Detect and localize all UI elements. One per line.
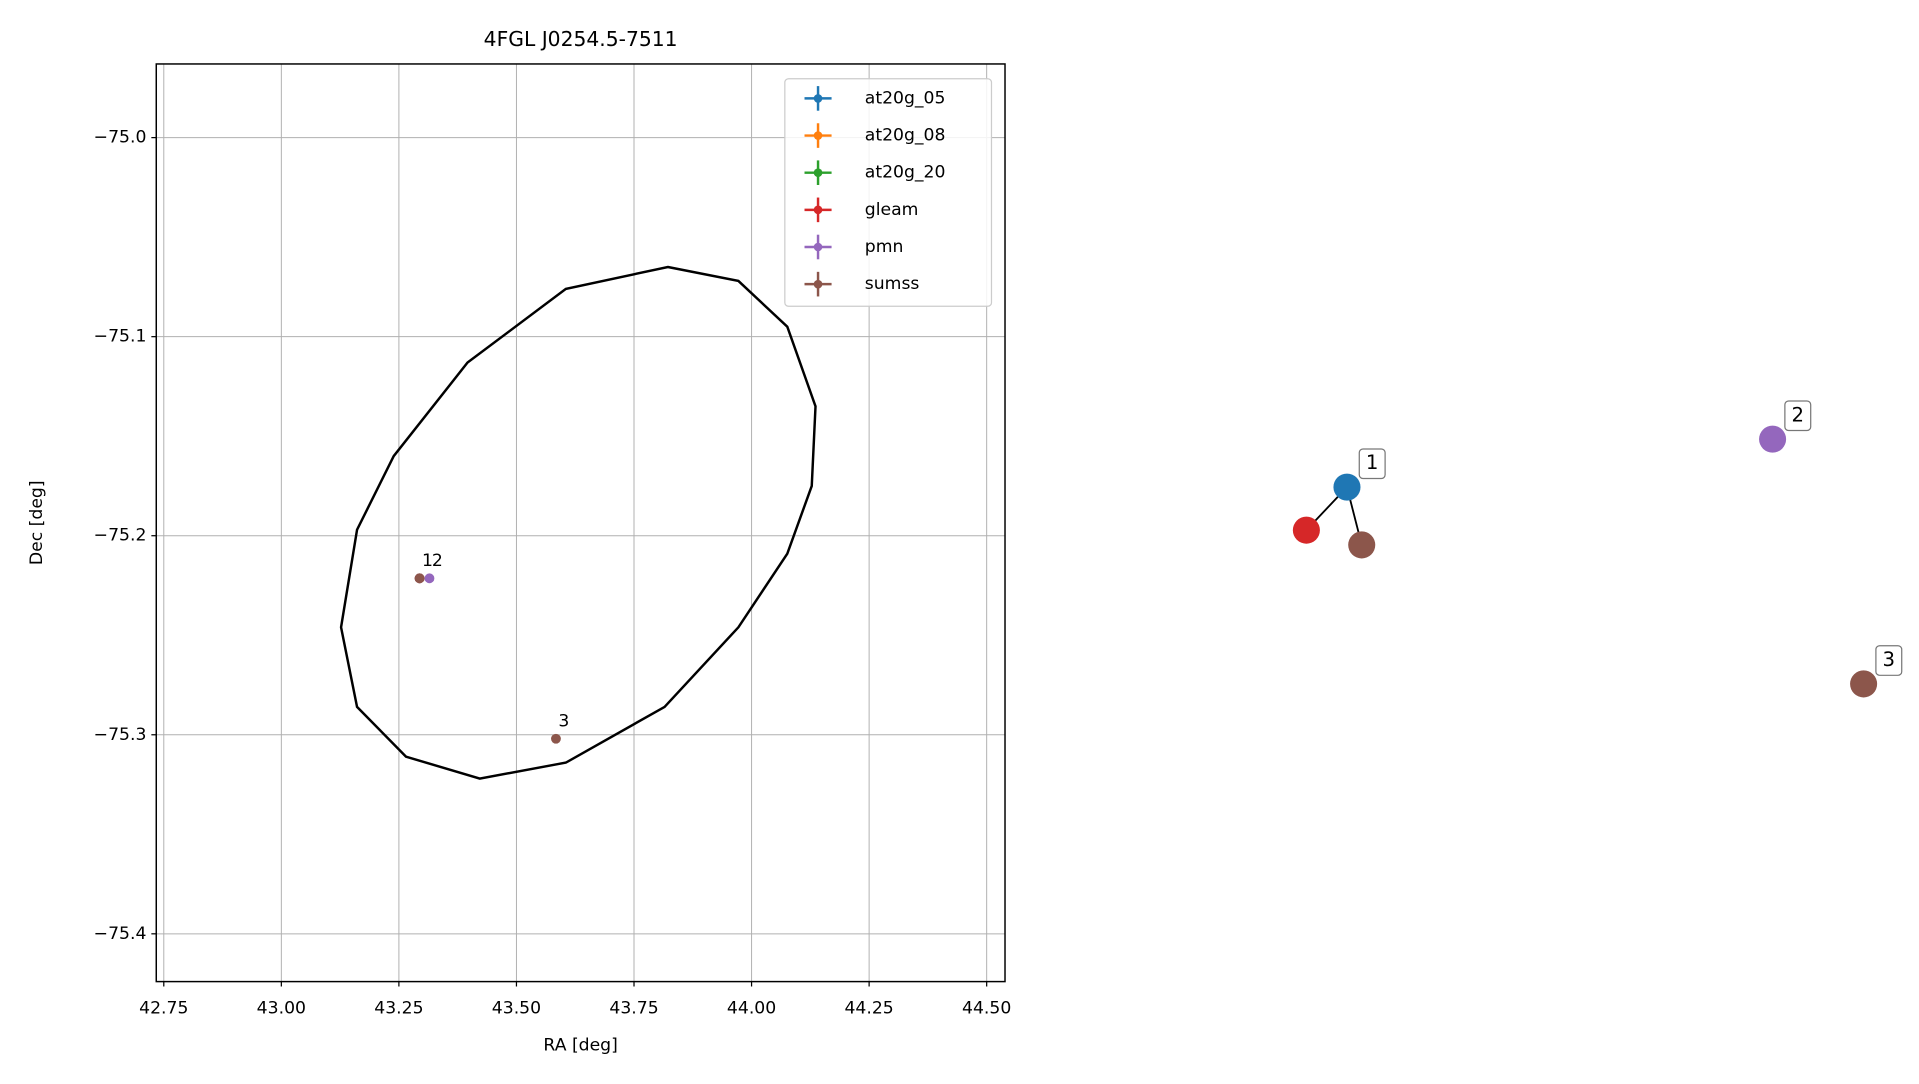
x-tick-label: 44.50	[962, 999, 1011, 1019]
point-label: 1	[422, 551, 433, 571]
y-tick-label: −75.1	[94, 327, 147, 347]
source-point	[424, 573, 435, 584]
y-tick-label: −75.2	[94, 526, 147, 546]
legend-marker	[813, 242, 823, 252]
x-tick-label: 43.00	[257, 999, 306, 1019]
legend-label: sumss	[865, 274, 920, 294]
y-tick-label: −75.0	[94, 128, 147, 148]
x-tick-label: 43.25	[374, 999, 423, 1019]
legend-label: at20g_20	[865, 163, 946, 183]
legend-marker	[813, 131, 823, 140]
legend-label: at20g_05	[865, 88, 946, 108]
legend-label: gleam	[865, 200, 919, 220]
node-label: 2	[1792, 403, 1805, 426]
source-point	[551, 733, 561, 744]
legend-label: pmn	[865, 237, 904, 257]
node	[1333, 473, 1361, 501]
legend-marker	[813, 279, 823, 289]
node	[1348, 531, 1376, 559]
x-tick-label: 44.00	[727, 999, 776, 1019]
x-tick-label: 43.75	[609, 999, 658, 1019]
node	[1759, 425, 1787, 453]
x-axis-label: RA [deg]	[543, 1036, 617, 1056]
y-tick-label: −75.4	[94, 924, 147, 944]
node-label-box	[1358, 448, 1386, 480]
legend-label: at20g_08	[865, 126, 946, 146]
x-tick-label: 44.25	[844, 999, 893, 1019]
legend-marker	[813, 205, 823, 215]
node	[1292, 516, 1320, 544]
node-label-box	[1875, 645, 1903, 676]
y-axis-label: Dec [deg]	[27, 480, 47, 565]
legend-marker	[813, 168, 823, 178]
node-label-box	[1784, 400, 1812, 432]
x-tick-label: 43.50	[492, 999, 541, 1019]
legend-marker	[813, 94, 823, 103]
node	[1850, 670, 1878, 698]
chart-title: 4FGL J0254.5-7511	[484, 27, 678, 51]
x-tick-label: 42.75	[139, 999, 188, 1019]
error-ellipse	[339, 265, 817, 780]
legend-box	[784, 78, 993, 307]
point-label: 2	[432, 551, 443, 571]
source-point	[414, 573, 425, 584]
node-label: 3	[1883, 648, 1896, 671]
axes-frame	[155, 63, 1006, 983]
node-label: 1	[1366, 451, 1379, 474]
point-label: 3	[558, 712, 569, 732]
y-tick-label: −75.3	[94, 725, 147, 745]
